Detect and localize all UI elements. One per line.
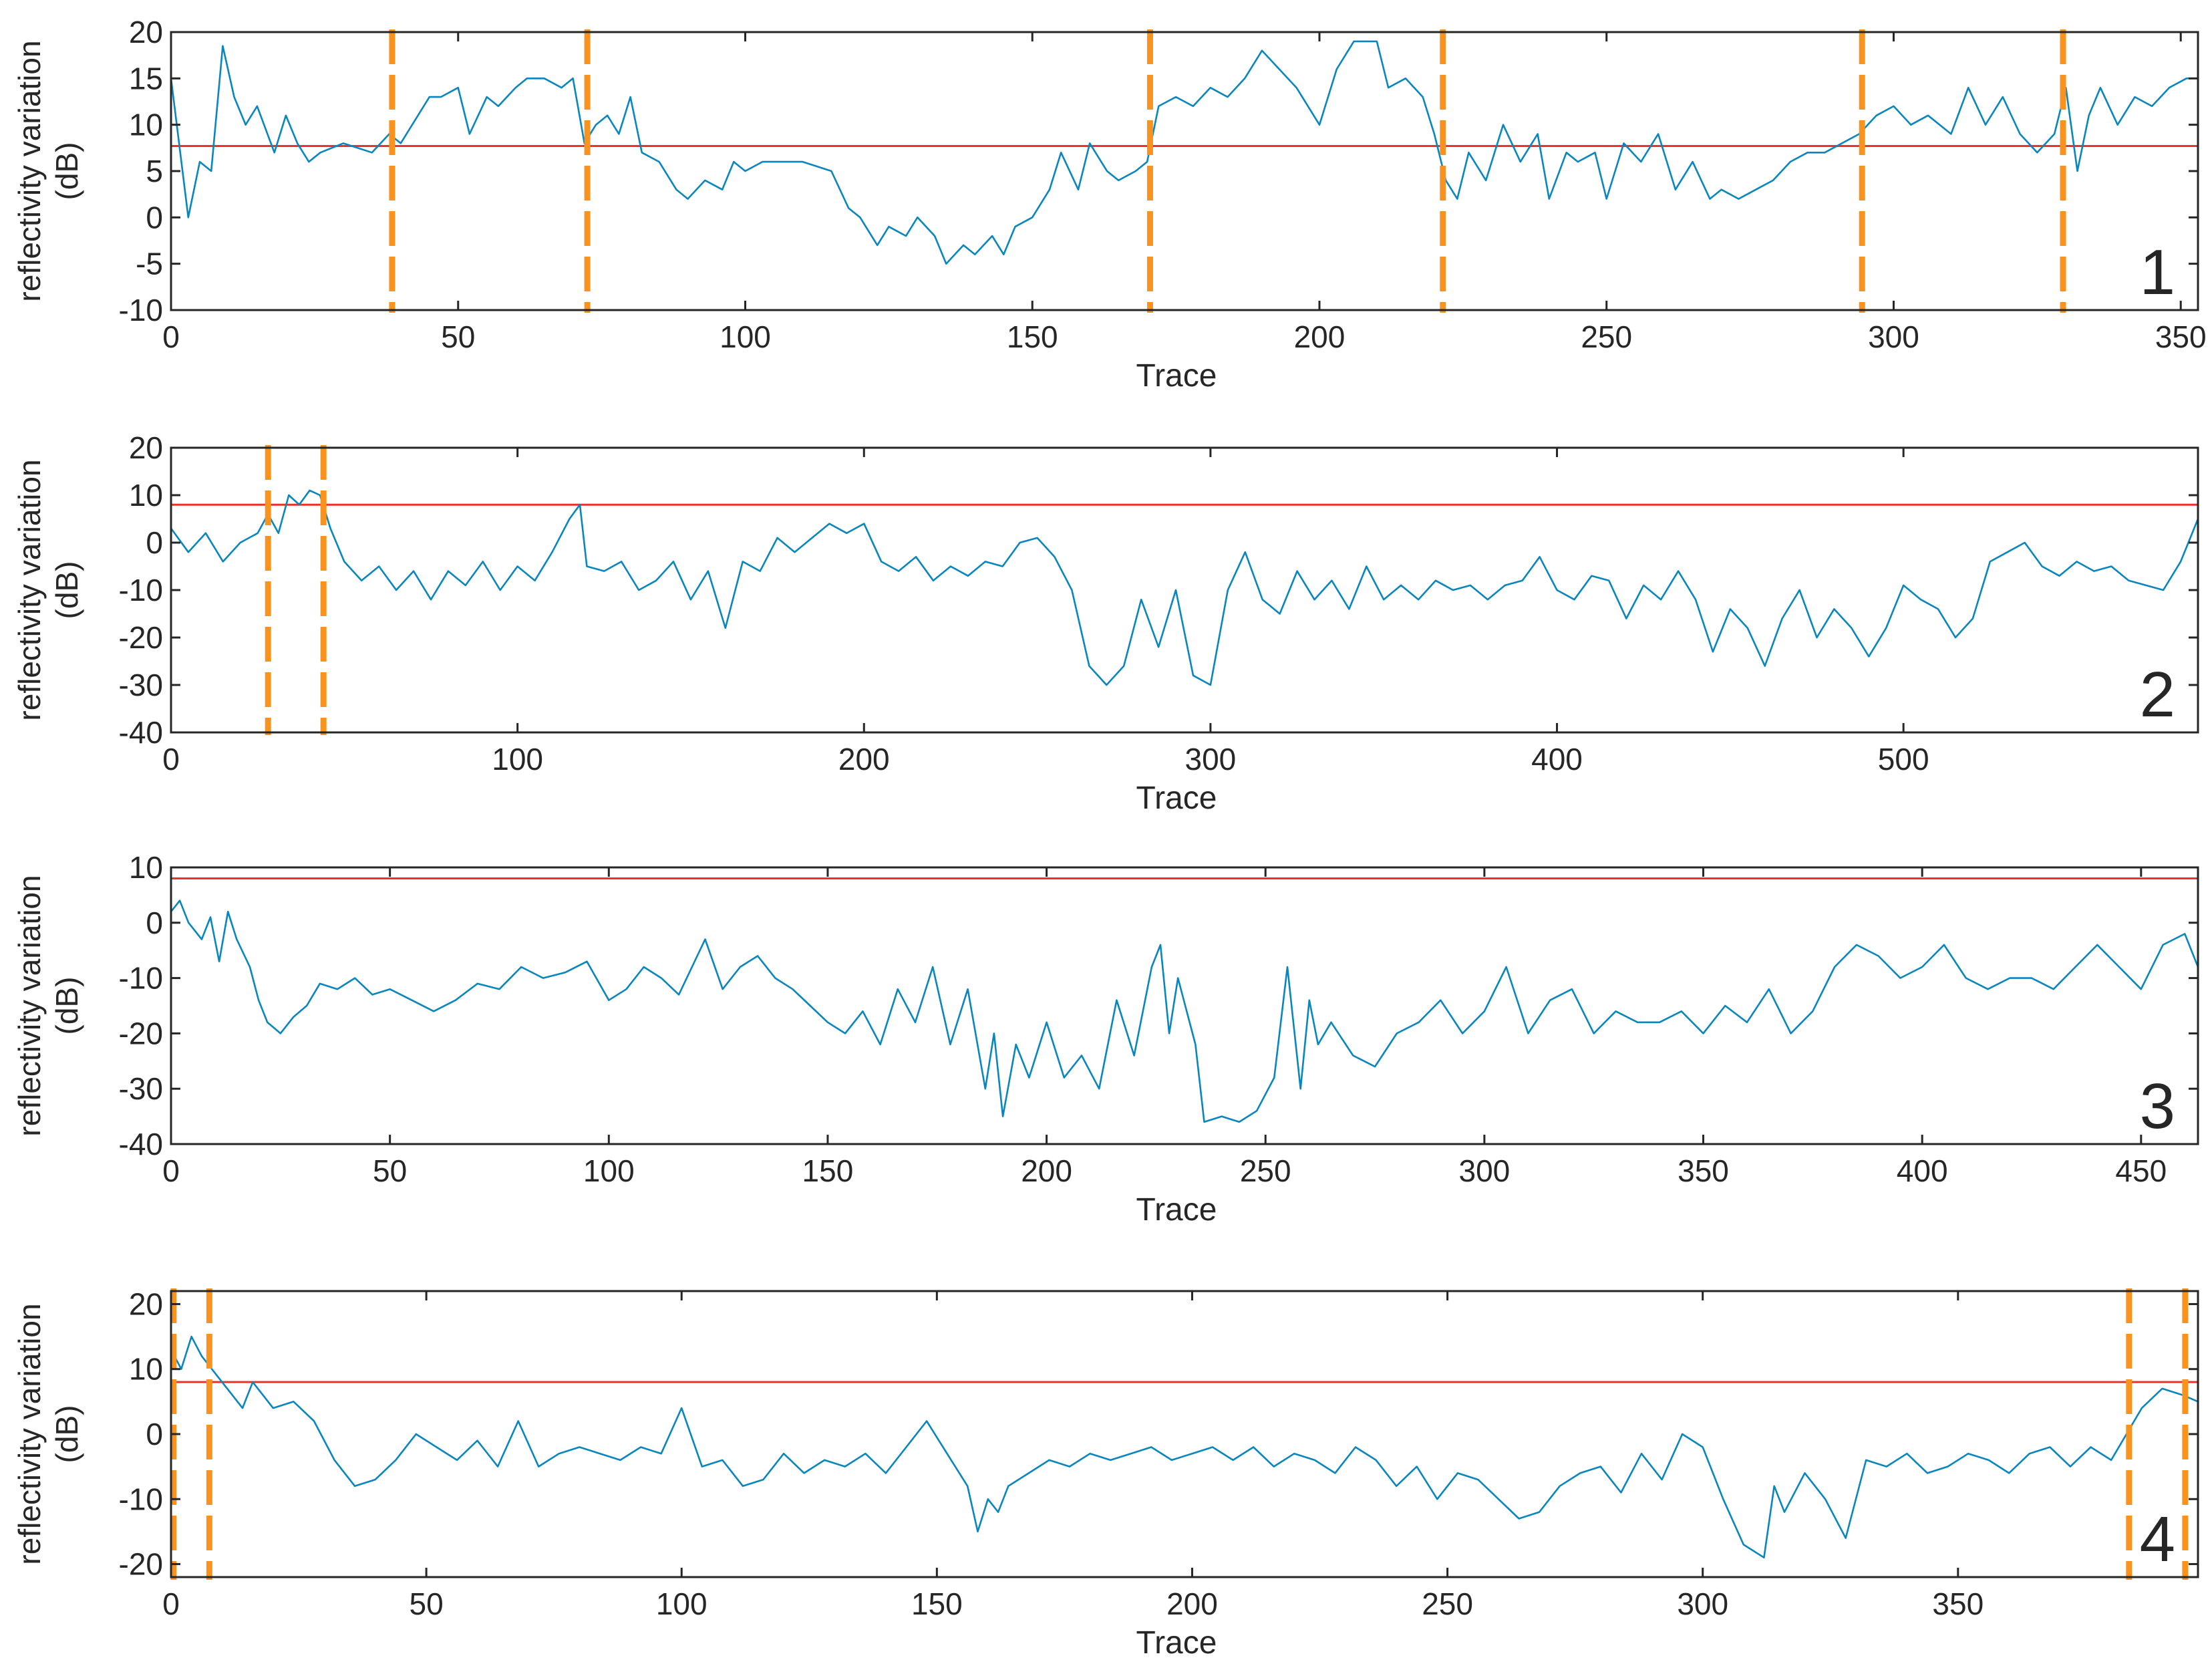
- x-tick-label: 200: [1021, 1153, 1072, 1188]
- x-tick-label: 200: [838, 742, 890, 777]
- axes-frame: [170, 31, 2199, 311]
- y-tick-label: -20: [119, 1016, 163, 1051]
- panel-number: 2: [2140, 659, 2175, 730]
- x-tick-label: 300: [1185, 742, 1237, 777]
- x-tick-label: 0: [162, 319, 180, 354]
- x-tick-label: 50: [373, 1153, 407, 1188]
- y-axis-title-line-2: (dB): [49, 561, 84, 619]
- x-axis-title: Trace: [1136, 358, 1217, 394]
- x-tick-label: 400: [1897, 1153, 1948, 1188]
- x-tick-label: 0: [162, 742, 180, 777]
- y-axis-title-line-1: reflectivity variation: [12, 40, 47, 301]
- axes-frame: [170, 1290, 2199, 1578]
- y-tick-label: 20: [129, 430, 163, 465]
- y-axis-title: reflectivity variation(dB): [12, 875, 84, 1136]
- y-tick-label: 20: [129, 1286, 163, 1321]
- x-tick-label: 50: [410, 1586, 444, 1621]
- panel-number: 4: [2140, 1504, 2175, 1575]
- x-axis-title: Trace: [1136, 1625, 1217, 1661]
- x-tick-label: 350: [2155, 319, 2207, 354]
- x-tick-label: 300: [1458, 1153, 1510, 1188]
- y-tick-label: 0: [146, 200, 163, 235]
- x-tick-label: 350: [1932, 1586, 1984, 1621]
- plot-area: [171, 489, 2198, 686]
- y-tick-label: 10: [129, 850, 163, 885]
- y-axis-title-line-2: (dB): [49, 1405, 84, 1463]
- y-tick-label: -40: [119, 715, 163, 750]
- y-tick-label: -20: [119, 620, 163, 655]
- y-axis-title: reflectivity variation(dB): [12, 40, 84, 301]
- y-axis-title-line-2: (dB): [49, 142, 84, 200]
- panel-1: 0 50 100 150 200 250 300 350 -10 -5 0 5 10 15 20 Trace r…: [12, 15, 2207, 394]
- y-tick-label: -10: [119, 293, 163, 327]
- series-line-1: [171, 1335, 2198, 1559]
- plot-area: [171, 40, 2198, 265]
- panel-number: 1: [2140, 237, 2175, 308]
- x-tick-label: 100: [492, 742, 543, 777]
- y-tick-label: -20: [119, 1547, 163, 1582]
- x-tick-label: 300: [1868, 319, 1919, 354]
- y-tick-label: -30: [119, 1071, 163, 1106]
- x-tick-label: 150: [1007, 319, 1058, 354]
- y-tick-label: -10: [119, 1482, 163, 1516]
- y-axis-title: reflectivity variation(dB): [12, 459, 84, 720]
- y-axis-title-line-1: reflectivity variation: [12, 875, 47, 1136]
- y-axis-title-line-2: (dB): [49, 977, 84, 1035]
- y-tick-label: -10: [119, 961, 163, 996]
- series-line-1: [171, 40, 2198, 265]
- y-tick-label: -5: [136, 247, 163, 281]
- panel-4: 0 50 100 150 200 250 300 350 -20 -10 0 10 20 Trace ref…: [12, 1286, 2199, 1661]
- y-tick-label: 10: [129, 1352, 163, 1387]
- y-tick-label: 0: [146, 525, 163, 560]
- x-tick-label: 150: [802, 1153, 854, 1188]
- x-axis-title: Trace: [1136, 1192, 1217, 1228]
- x-tick-label: 200: [1166, 1586, 1218, 1621]
- series-line-1: [171, 489, 2198, 686]
- panel-3: 0 50 100 150 200 250 300 350 400 450 -40 -30 -20 -10 0…: [12, 850, 2199, 1228]
- x-tick-label: 250: [1422, 1586, 1473, 1621]
- y-tick-label: 5: [146, 154, 163, 188]
- x-tick-label: 300: [1677, 1586, 1728, 1621]
- series-line-1: [171, 899, 2198, 1123]
- x-axis-title: Trace: [1136, 781, 1217, 816]
- plot-area: [171, 1335, 2198, 1559]
- x-tick-label: 100: [720, 319, 771, 354]
- y-tick-label: 20: [129, 15, 163, 49]
- y-tick-label: -10: [119, 573, 163, 607]
- y-axis-title: reflectivity variation(dB): [12, 1303, 84, 1564]
- x-tick-label: 400: [1531, 742, 1583, 777]
- y-tick-label: 10: [129, 108, 163, 142]
- y-axis-title-line-1: reflectivity variation: [12, 459, 47, 720]
- panel-number: 3: [2140, 1071, 2175, 1142]
- x-tick-label: 200: [1294, 319, 1346, 354]
- x-tick-label: 150: [911, 1586, 963, 1621]
- x-tick-label: 0: [162, 1586, 180, 1621]
- x-tick-label: 500: [1878, 742, 1929, 777]
- y-tick-label: 10: [129, 478, 163, 513]
- y-tick-label: -30: [119, 668, 163, 702]
- x-tick-label: 0: [162, 1153, 180, 1188]
- x-tick-label: 250: [1240, 1153, 1291, 1188]
- x-tick-label: 100: [656, 1586, 707, 1621]
- x-tick-label: 350: [1678, 1153, 1729, 1188]
- axes-frame: [170, 446, 2199, 734]
- y-axis-title-line-1: reflectivity variation: [12, 1303, 47, 1564]
- axes-frame: [170, 866, 2199, 1145]
- y-tick-label: -40: [119, 1127, 163, 1161]
- x-tick-label: 250: [1581, 319, 1632, 354]
- y-tick-label: 0: [146, 905, 163, 940]
- plot-area: [171, 877, 2198, 1123]
- x-tick-label: 50: [441, 319, 475, 354]
- x-tick-label: 100: [583, 1153, 635, 1188]
- y-tick-label: 0: [146, 1417, 163, 1451]
- panel-2: 0 100 200 300 400 500 -40 -30 -20 -10 0 10 20 Trace re…: [12, 430, 2199, 816]
- x-tick-label: 450: [2115, 1153, 2167, 1188]
- y-tick-label: 15: [129, 61, 163, 96]
